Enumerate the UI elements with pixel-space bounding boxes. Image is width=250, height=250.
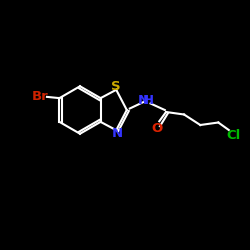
Text: Br: Br	[32, 90, 48, 104]
Text: N: N	[138, 94, 149, 106]
Text: O: O	[151, 122, 162, 135]
Text: S: S	[112, 80, 121, 93]
Text: H: H	[142, 94, 154, 106]
Text: Cl: Cl	[226, 129, 240, 142]
Text: N: N	[112, 128, 123, 140]
